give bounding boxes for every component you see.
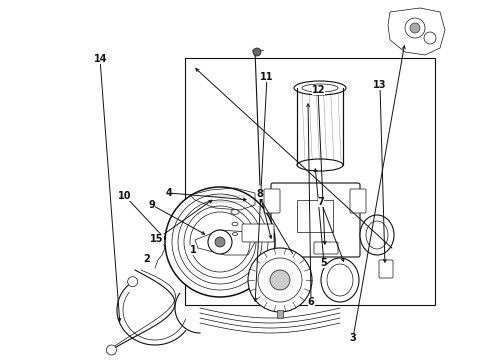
- Circle shape: [258, 258, 302, 302]
- Text: 5: 5: [320, 258, 327, 268]
- Text: 4: 4: [166, 188, 172, 198]
- Circle shape: [405, 18, 425, 38]
- Circle shape: [184, 206, 256, 278]
- Text: 9: 9: [148, 200, 155, 210]
- Circle shape: [190, 212, 250, 272]
- Text: 10: 10: [118, 191, 132, 201]
- Circle shape: [172, 194, 268, 290]
- FancyBboxPatch shape: [271, 183, 360, 257]
- Circle shape: [178, 200, 262, 284]
- Bar: [297, 200, 333, 232]
- Text: 12: 12: [312, 85, 325, 95]
- Text: 1: 1: [190, 245, 197, 255]
- Ellipse shape: [231, 210, 239, 215]
- Text: 11: 11: [260, 72, 274, 82]
- Ellipse shape: [366, 221, 388, 249]
- Ellipse shape: [297, 159, 343, 171]
- Circle shape: [270, 270, 290, 290]
- Text: 7: 7: [318, 197, 324, 207]
- Ellipse shape: [294, 81, 346, 95]
- Text: 15: 15: [150, 234, 164, 244]
- Text: 2: 2: [144, 254, 150, 264]
- Circle shape: [253, 48, 261, 56]
- FancyBboxPatch shape: [314, 242, 338, 254]
- Circle shape: [106, 345, 117, 355]
- Text: 1: 1: [190, 245, 197, 255]
- Ellipse shape: [327, 264, 353, 296]
- Circle shape: [424, 32, 436, 44]
- Circle shape: [165, 187, 275, 297]
- Text: 9: 9: [148, 200, 155, 210]
- Text: 4: 4: [166, 188, 172, 198]
- Text: 3: 3: [349, 333, 356, 343]
- Circle shape: [410, 23, 420, 33]
- Bar: [277, 310, 283, 318]
- Ellipse shape: [302, 84, 338, 92]
- Text: 7: 7: [318, 197, 324, 207]
- FancyBboxPatch shape: [379, 260, 393, 278]
- Circle shape: [248, 248, 312, 312]
- Ellipse shape: [232, 222, 238, 226]
- Text: 12: 12: [312, 85, 325, 95]
- Text: 5: 5: [320, 258, 327, 268]
- Ellipse shape: [232, 233, 238, 235]
- Text: 10: 10: [118, 191, 132, 201]
- Ellipse shape: [321, 258, 359, 302]
- Text: 15: 15: [150, 234, 164, 244]
- Text: 14: 14: [94, 54, 107, 64]
- Text: 13: 13: [373, 80, 387, 90]
- Text: 13: 13: [373, 80, 387, 90]
- Circle shape: [128, 277, 138, 287]
- Text: 2: 2: [144, 254, 150, 264]
- Text: 6: 6: [308, 297, 315, 307]
- Circle shape: [208, 230, 232, 254]
- Text: 11: 11: [260, 72, 274, 82]
- Text: 8: 8: [256, 189, 263, 199]
- FancyBboxPatch shape: [350, 189, 366, 213]
- Text: 3: 3: [349, 333, 356, 343]
- FancyBboxPatch shape: [264, 189, 280, 213]
- Circle shape: [215, 237, 225, 247]
- Text: 6: 6: [308, 297, 315, 307]
- Text: 8: 8: [256, 189, 263, 199]
- Text: 14: 14: [94, 54, 107, 64]
- Ellipse shape: [360, 215, 394, 255]
- Bar: [297, 88, 343, 165]
- FancyBboxPatch shape: [242, 224, 274, 242]
